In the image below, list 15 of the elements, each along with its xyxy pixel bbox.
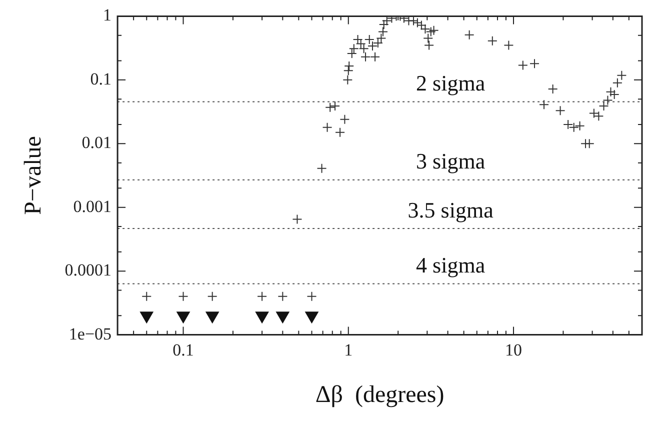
x-tick-label: 0.1: [172, 340, 194, 360]
y-tick-label: 1e−05: [68, 324, 112, 344]
y-tick-label: 1: [103, 6, 112, 25]
ref-line-label: 3.5 sigma: [408, 197, 494, 222]
ref-line-label: 4 sigma: [416, 252, 486, 278]
y-tick-label: 0.001: [73, 196, 112, 216]
ref-line-label: 3 sigma: [416, 148, 486, 174]
ref-line-label: 2 sigma: [416, 70, 486, 96]
y-tick-label: 0.01: [82, 133, 112, 152]
y-tick-label: 0.0001: [64, 260, 112, 280]
y-tick-label: 0.1: [90, 69, 112, 88]
x-tick-label: 1: [344, 340, 353, 360]
y-axis-title: P−value: [20, 136, 47, 215]
x-axis-title: Δβ (degrees): [315, 382, 444, 408]
x-tick-label: 10: [505, 340, 522, 360]
